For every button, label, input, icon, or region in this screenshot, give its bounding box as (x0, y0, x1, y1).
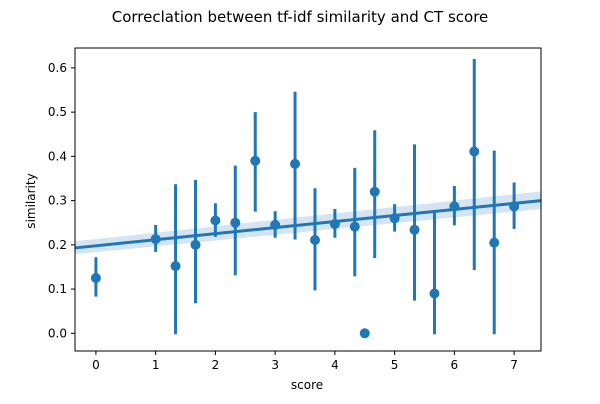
x-tick-label-0: 0 (92, 358, 100, 372)
data-point-6 (250, 155, 261, 166)
x-tick-label-5: 5 (391, 358, 399, 372)
chart-title: Correclation between tf-idf similarity a… (112, 8, 489, 26)
plot-frame (74, 47, 542, 352)
x-tick-label-3: 3 (271, 358, 279, 372)
x-tick-label-2: 2 (212, 358, 220, 372)
y-tick-label-0.3: 0.3 (48, 194, 67, 208)
x-tick-label-1: 1 (152, 358, 160, 372)
x-tick-label-6: 6 (451, 358, 459, 372)
data-point-18 (469, 146, 480, 157)
y-tick-label-0.2: 0.2 (48, 238, 67, 252)
y-tick-label-0.4: 0.4 (48, 149, 67, 163)
data-point-4 (210, 215, 221, 226)
y-tick-label-0.5: 0.5 (48, 105, 67, 119)
data-point-19 (489, 237, 500, 248)
x-tick-label-7: 7 (510, 358, 518, 372)
data-point-16 (429, 288, 440, 299)
plot-area: 0 1 2 3 4 5 6 7 0.0 0.1 0.2 0.3 0.4 0.5 0.6 (48, 47, 542, 372)
data-point-17 (449, 201, 460, 212)
y-tick-label-0.0: 0.0 (48, 326, 67, 340)
data-point-5 (230, 217, 241, 228)
data-point-2 (170, 261, 181, 272)
data-point-3 (190, 239, 201, 250)
data-point-20 (509, 201, 520, 212)
y-tick-label-0.6: 0.6 (48, 61, 67, 75)
data-point-13 (369, 186, 380, 197)
x-tick-label-4: 4 (331, 358, 339, 372)
data-point-11 (349, 221, 360, 232)
data-point-12 (359, 328, 370, 339)
data-point-7 (270, 219, 281, 230)
data-point-10 (329, 219, 340, 230)
data-point-15 (409, 224, 420, 235)
y-tick-label-0.1: 0.1 (48, 282, 67, 296)
data-point-1 (150, 234, 161, 245)
data-point-0 (90, 273, 101, 284)
regression-ci-band (75, 191, 541, 255)
data-point-14 (389, 213, 400, 224)
data-point-9 (309, 234, 320, 245)
regression-line (74, 199, 542, 250)
x-axis-label: score (291, 378, 323, 392)
y-axis-label: similarity (24, 173, 38, 228)
data-point-8 (290, 158, 301, 169)
